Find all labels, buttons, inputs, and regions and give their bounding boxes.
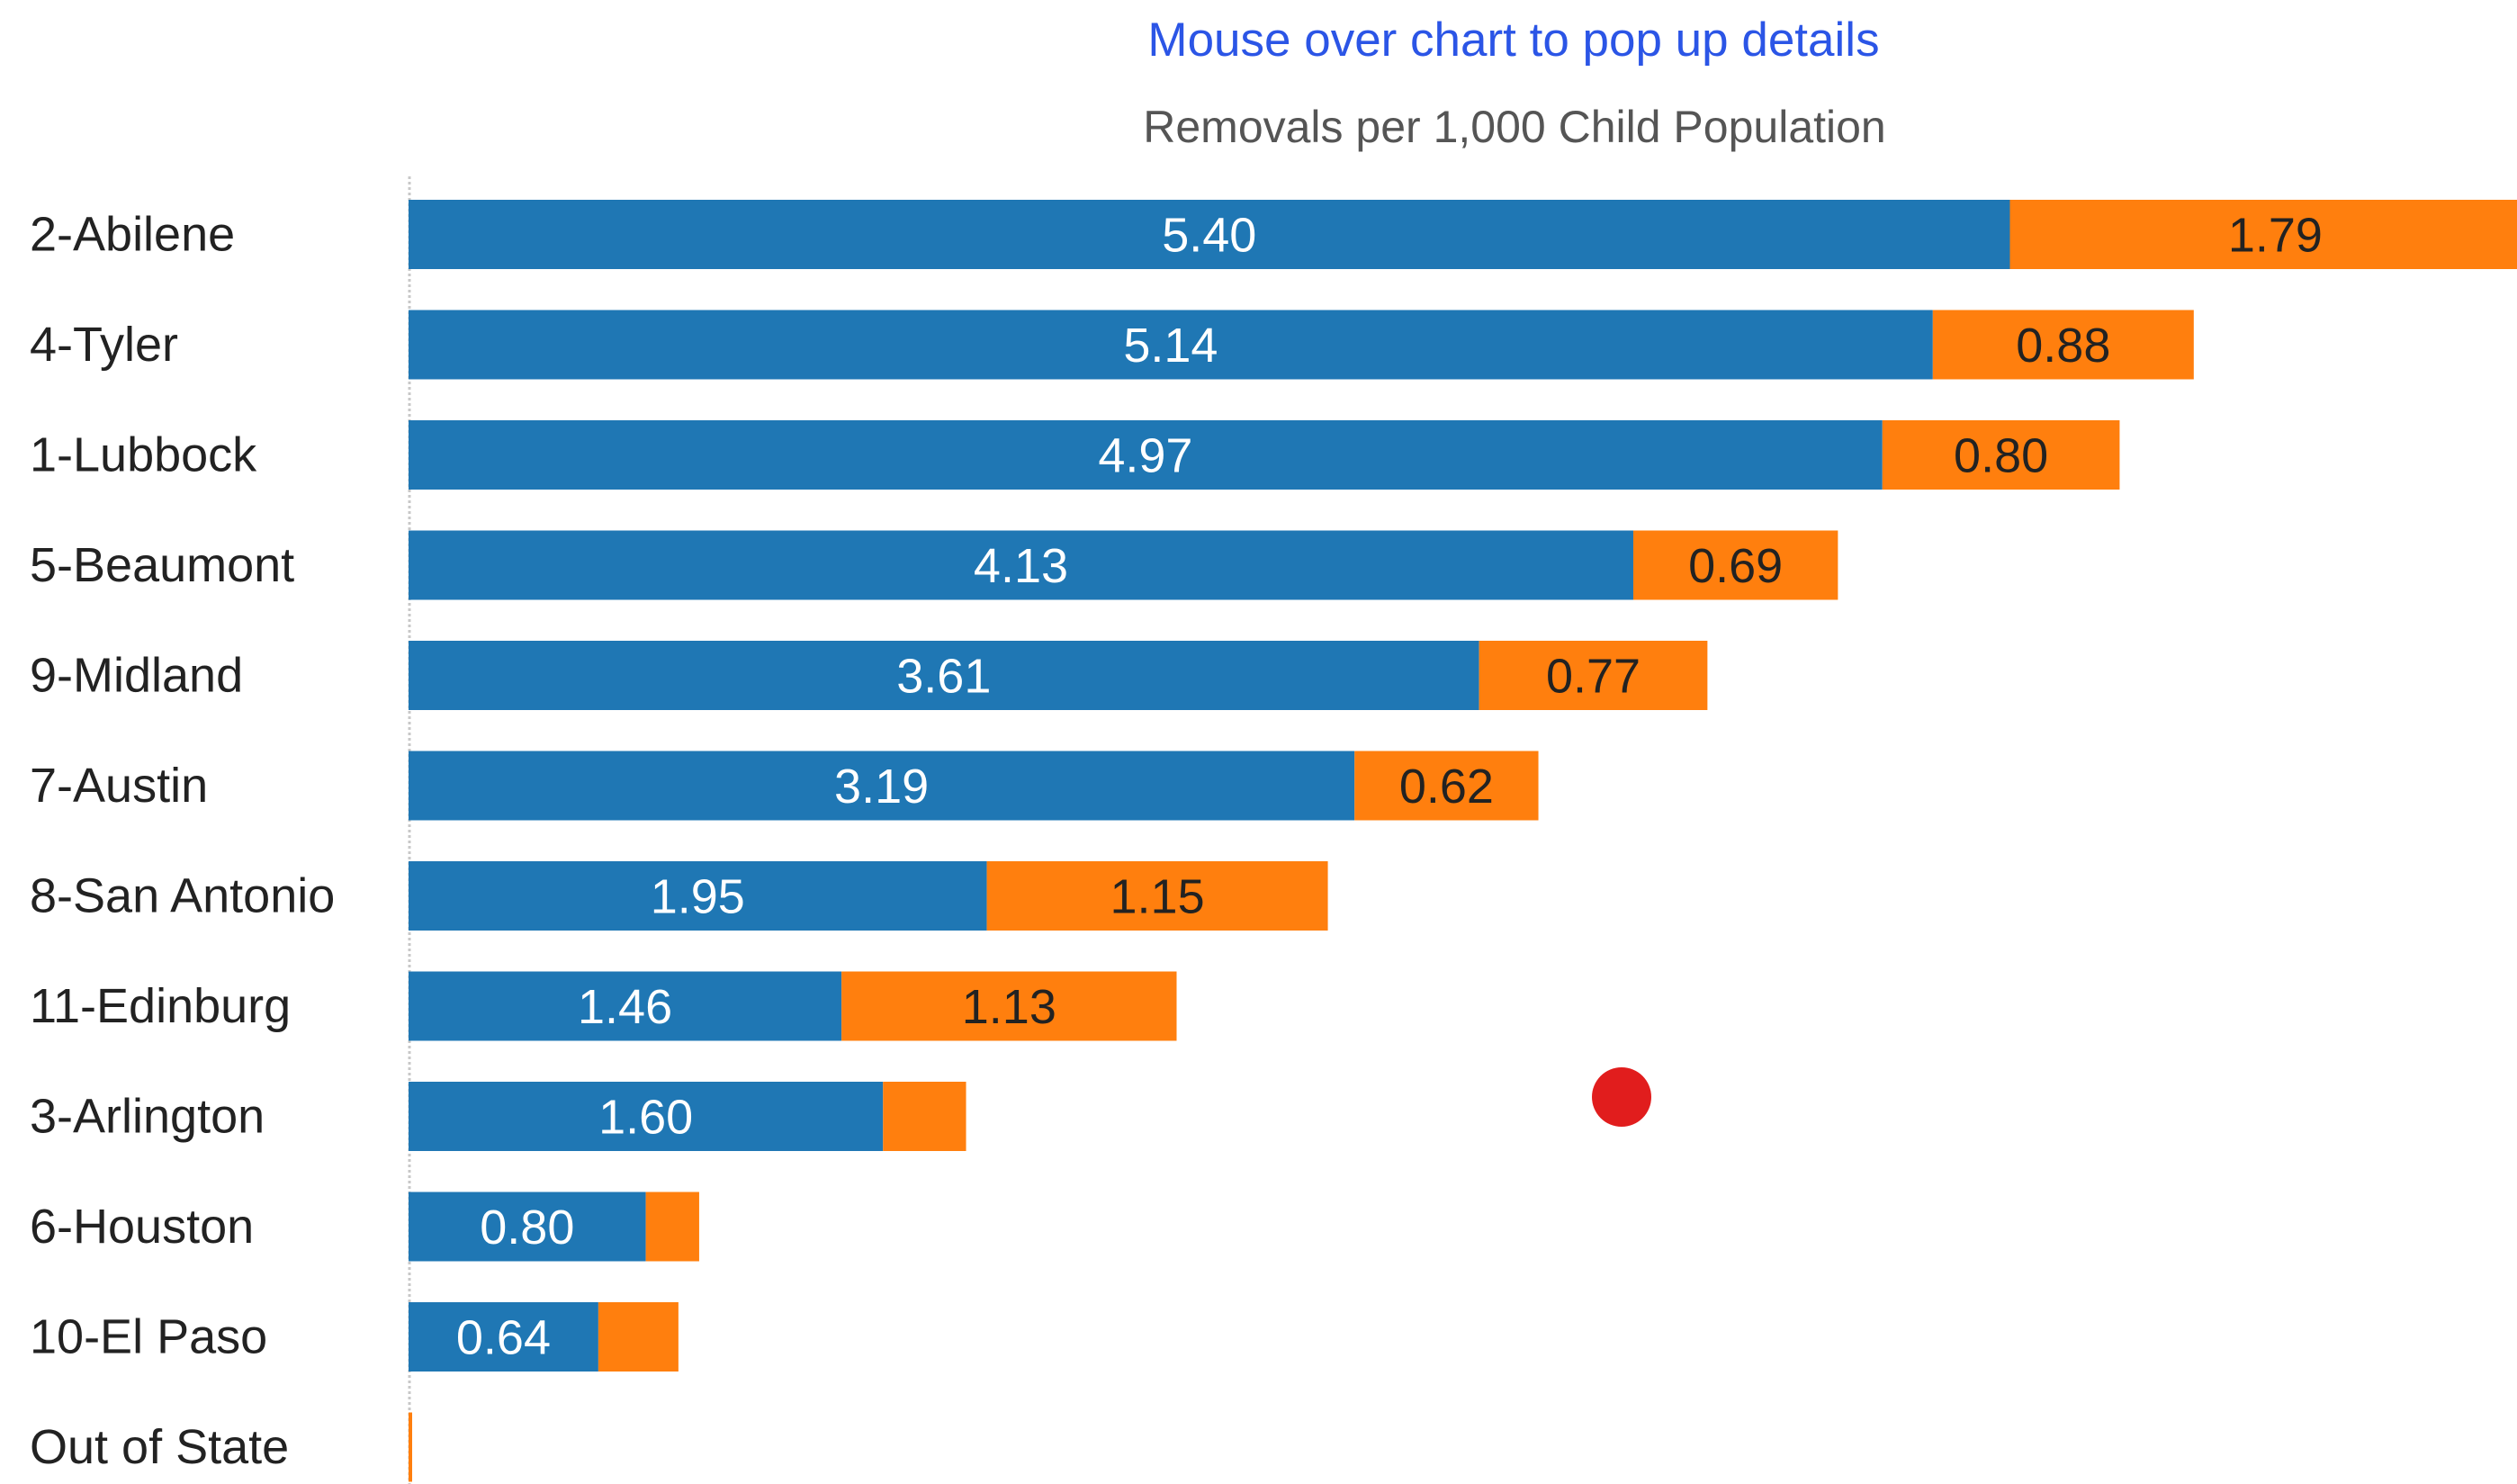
- bar-segment-series-1[interactable]: [409, 420, 1883, 490]
- bar-segment-series-2[interactable]: [645, 1192, 699, 1262]
- bar-segment-series-2[interactable]: [1882, 420, 2120, 490]
- bar-segment-series-1[interactable]: [409, 200, 2010, 269]
- bar-segment-series-1[interactable]: [409, 530, 1633, 600]
- bar-value-label: 3.19: [834, 760, 929, 814]
- category-label: 10-El Paso: [30, 1310, 267, 1364]
- bar-value-label: 1.15: [1110, 870, 1205, 924]
- bar-value-label: 4.97: [1098, 429, 1192, 483]
- category-label: 3-Arlington: [30, 1090, 265, 1144]
- bar-value-label: 0.88: [2016, 319, 2110, 373]
- bar-value-label: 3.61: [896, 650, 991, 704]
- bar-segment-series-2[interactable]: [1932, 310, 2194, 380]
- category-label: 5-Beaumont: [30, 538, 294, 592]
- bar-segment-series-2[interactable]: [1354, 751, 1539, 821]
- bar-value-label: 0.80: [480, 1201, 574, 1255]
- bar-value-label: 5.40: [1162, 209, 1256, 263]
- bar-value-label: 1.95: [651, 870, 745, 924]
- bar-segment-series-1[interactable]: [409, 751, 1355, 821]
- bar-value-label: 1.46: [578, 980, 672, 1034]
- bar-value-label: 5.14: [1123, 319, 1218, 373]
- bar-segment-series-1[interactable]: [409, 310, 1933, 380]
- category-label: 4-Tyler: [30, 318, 178, 372]
- category-label: 6-Houston: [30, 1200, 254, 1254]
- bar-value-label: 0.80: [1954, 429, 2048, 483]
- bar-value-label: 0.64: [456, 1311, 551, 1365]
- bar-segment-series-1[interactable]: [409, 641, 1479, 710]
- mouse-over-hint: Mouse over chart to pop up details: [1147, 13, 1880, 67]
- bar-segment-series-1[interactable]: [409, 861, 987, 931]
- bar-value-label: 0.69: [1688, 539, 1783, 593]
- bar-segment-series-2[interactable]: [841, 971, 1177, 1041]
- bar-segment-series-2[interactable]: [1632, 530, 1838, 600]
- category-label: 8-San Antonio: [30, 869, 335, 923]
- chart-title: Removals per 1,000 Child Population: [1143, 102, 1886, 152]
- bar-value-label: 1.60: [598, 1091, 693, 1145]
- category-label: Out of State: [30, 1420, 289, 1474]
- bar-segment-series-1[interactable]: [409, 971, 842, 1041]
- bar-value-label: 0.62: [1399, 760, 1494, 814]
- bar-value-label: 1.79: [2228, 209, 2323, 263]
- bar-segment-series-2[interactable]: [883, 1082, 966, 1151]
- bar-segment-series-1[interactable]: [409, 1082, 884, 1151]
- category-label: 1-Lubbock: [30, 428, 257, 482]
- bar-segment-series-1[interactable]: [409, 1302, 598, 1372]
- category-label: 11-Edinburg: [30, 979, 291, 1033]
- bar-segment-series-2[interactable]: [1479, 641, 1708, 710]
- bar-segment-series-2[interactable]: [409, 1412, 412, 1482]
- category-labels: 2-Abilene 4-Tyler 1-Lubbock 5-Beaumont 9-Mid…: [30, 208, 335, 1475]
- bars: 5.40 1.79 5.14 0.88 4.97 0.80 4.13 0.69 3.61 0.77…: [409, 200, 2517, 1482]
- bar-value-label: 0.77: [1546, 650, 1641, 704]
- bar-segment-series-1[interactable]: [409, 1192, 646, 1262]
- red-dot-marker: [1592, 1067, 1651, 1127]
- category-label: 2-Abilene: [30, 208, 235, 262]
- category-label: 9-Midland: [30, 649, 243, 703]
- bar-value-label: 1.13: [962, 980, 1056, 1034]
- bar-segment-series-2[interactable]: [986, 861, 1328, 931]
- bar-segment-series-2[interactable]: [598, 1302, 679, 1372]
- bar-value-label: 4.13: [974, 539, 1068, 593]
- bar-segment-series-2[interactable]: [2009, 200, 2517, 269]
- category-label: 7-Austin: [30, 759, 208, 813]
